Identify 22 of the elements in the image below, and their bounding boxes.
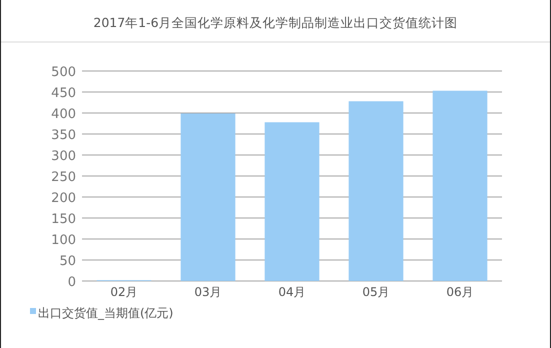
y-tick-label: 250: [51, 170, 76, 185]
bar: [180, 113, 236, 281]
bar: [264, 122, 320, 281]
x-tick-label: 06月: [446, 285, 474, 299]
legend-label: 出口交货值_当期值(亿元): [38, 306, 174, 320]
y-tick-label: 350: [51, 128, 76, 143]
bar: [348, 101, 404, 281]
y-tick-label: 50: [59, 254, 76, 269]
y-tick-label: 150: [51, 212, 76, 227]
x-tick-label: 05月: [362, 285, 390, 299]
y-tick-label: 400: [51, 107, 76, 122]
x-tick-label: 04月: [278, 285, 306, 299]
y-tick-label: 300: [51, 149, 76, 164]
x-tick-label: 03月: [194, 285, 222, 299]
chart-title: 2017年1-6月全国化学原料及化学制品制造业出口交货值统计图: [93, 15, 458, 30]
y-tick-label: 0: [68, 275, 76, 290]
bar: [432, 90, 488, 281]
x-tick-label: 02月: [110, 285, 138, 299]
y-tick-label: 450: [51, 86, 76, 101]
y-tick-label: 100: [51, 233, 76, 248]
y-tick-label: 200: [51, 191, 76, 206]
y-tick-label: 500: [51, 65, 76, 80]
